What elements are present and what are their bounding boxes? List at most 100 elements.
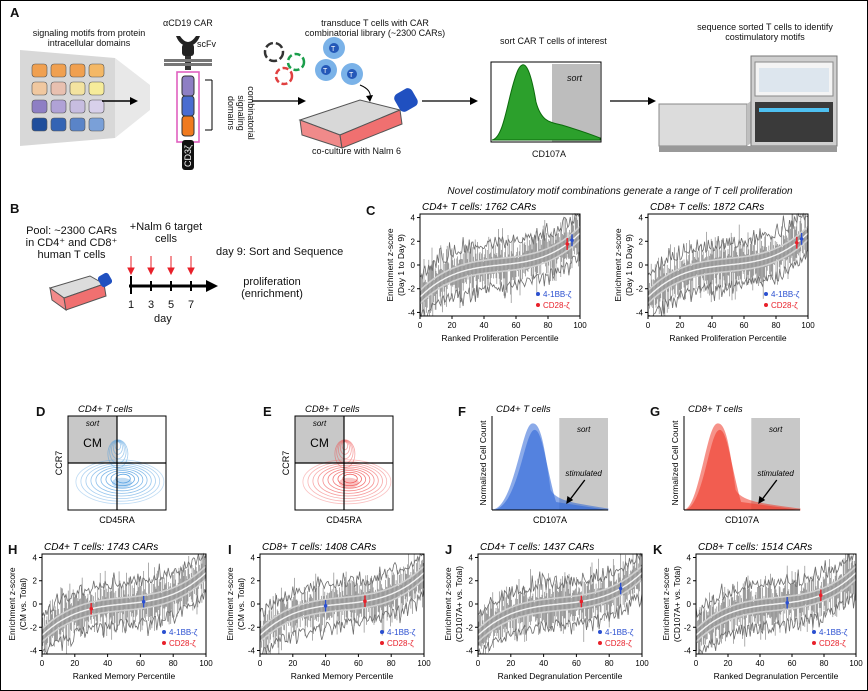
x-tick-label: 20 (70, 659, 79, 668)
marker-41bb (570, 234, 574, 247)
combinatorial-label-wrap: combinatorial signaling domains (216, 78, 256, 140)
y-axis-label: Enrichment z-score(CM vs. Total) (7, 567, 28, 640)
lower-bound-line (419, 251, 581, 318)
plot-k: CD8+ T cells: 1514 CARs 4 2 0 -2 -4 0 20 40 60 80 1… (654, 538, 868, 690)
sort-gate (295, 416, 344, 463)
y-tick-label: 2 (687, 577, 692, 586)
sort-histogram (490, 61, 602, 143)
ci-low-line (647, 238, 809, 305)
coculture-label: co-culture with Nalm 6 (312, 146, 402, 156)
x-tick-label: 100 (417, 659, 431, 668)
x-tick-label: 80 (605, 659, 614, 668)
proliferation-label: proliferation (enrichment) (241, 276, 303, 300)
y-tick-label: -4 (30, 647, 38, 656)
x-tick-label: 60 (572, 659, 581, 668)
flow-title: CD4+ T cells (78, 404, 133, 415)
panel-label-c: C (366, 203, 376, 218)
motif-block (31, 63, 48, 78)
marker-41bb (785, 596, 789, 609)
mean-line (477, 572, 643, 636)
motif-block (88, 63, 105, 78)
x-tick-label: 0 (40, 659, 45, 668)
x-tick-label: 80 (387, 659, 396, 668)
day-tick-1: 1 (128, 299, 135, 311)
motif-grid (31, 63, 105, 132)
lower-bound-line (41, 589, 207, 656)
panel-g-hist: CD8+ T cells sort stimulated CD107A Normaliz… (644, 400, 844, 530)
marker-cd28 (795, 236, 799, 249)
hist-title: CD4+ T cells (496, 404, 551, 415)
sort-gate (559, 418, 608, 510)
sort-label: sort (86, 419, 100, 428)
arrow-to-transduce (252, 97, 306, 105)
upper-bound-line (419, 212, 581, 280)
panel-label-h: H (8, 542, 18, 557)
plot-title: CD8+ T cells: 1408 CARs (262, 542, 376, 553)
lower-bound-line (696, 592, 857, 655)
y-tick-label: 4 (251, 553, 256, 562)
plot-title: CD4+ T cells: 1762 CARs (422, 202, 536, 213)
combinatorial-label: combinatorial signaling domains (226, 86, 256, 140)
cm-label: CM (310, 436, 329, 450)
panel-label-j: J (445, 542, 453, 557)
motif-block (50, 117, 67, 132)
sort-box-label: sort (567, 73, 583, 83)
day-tick-3: 3 (148, 299, 155, 311)
legend-cd28: CD28-ζ (387, 639, 414, 648)
sort-header: sort CAR T cells of interest (500, 36, 607, 46)
x-tick-label: 60 (512, 321, 521, 330)
arrow-to-car (102, 97, 138, 105)
sort-label: sort (769, 425, 783, 434)
motif-block (31, 117, 48, 132)
marker-cd28 (819, 589, 823, 602)
panel-e-flow: CD8+ T cells sort CM CD45RA CCR7 (257, 400, 457, 530)
x-tick-label: 0 (646, 321, 651, 330)
x-axis-label: CD107A (725, 515, 759, 525)
x-axis-label: Ranked Degranulation Percentile (714, 671, 839, 681)
day9-label: day 9: Sort and Sequence (216, 246, 344, 258)
density-contours (302, 439, 392, 505)
svg-text:T: T (323, 68, 328, 75)
flow-title: CD8+ T cells (305, 404, 360, 415)
cd3z-label: CD3ζ (183, 145, 193, 167)
x-tick-label: 100 (635, 659, 649, 668)
motif-source-graphic (20, 50, 150, 146)
marker-cd28 (579, 595, 584, 608)
plot-c-cd8: CD8+ T cells: 1872 CARs 4 2 0 -2 -4 0 20 40 60 80 1… (612, 200, 852, 352)
x-tick-label: 20 (676, 321, 685, 330)
legend: 4-1BB-ζ CD28-ζ (536, 290, 572, 310)
scfv-label: scFv (197, 39, 216, 49)
panel-label-i: I (228, 542, 232, 557)
legend-41bb: 4-1BB-ζ (605, 628, 634, 637)
y-tick-label: 2 (411, 237, 416, 246)
legend-cd28: CD28-ζ (819, 639, 846, 648)
day-tick-7: 7 (188, 299, 195, 311)
y-axis-label: Normalized Cell Count (478, 420, 488, 506)
legend-41bb: 4-1BB-ζ (169, 628, 198, 637)
y-tick-label: 4 (469, 553, 474, 562)
mean-line (647, 232, 809, 298)
y-tick-label: -4 (408, 308, 416, 317)
upper-bound-line (695, 553, 857, 619)
stimulated-label: stimulated (757, 469, 794, 478)
plot-title: CD4+ T cells: 1437 CARs (480, 542, 594, 553)
sort-label: sort (577, 425, 591, 434)
x-tick-label: 100 (849, 659, 863, 668)
y-tick-label: -2 (466, 623, 474, 632)
plot-title: CD4+ T cells: 1743 CARs (44, 542, 158, 553)
pool-flask (48, 272, 113, 312)
sort-gate (68, 416, 117, 463)
y-tick-label: 0 (33, 600, 38, 609)
y-tick-label: 2 (469, 577, 474, 586)
transduce-label: transduce T cells with CAR combinatorial… (304, 18, 446, 38)
upper-bound-line (647, 212, 809, 276)
x-tick-label: 0 (258, 659, 263, 668)
y-tick-label: 0 (411, 261, 416, 270)
x-tick-label: 20 (506, 659, 515, 668)
x-tick-label: 20 (448, 321, 457, 330)
ci-high-line (647, 225, 809, 292)
x-tick-label: 60 (788, 659, 797, 668)
plot-h: CD4+ T cells: 1743 CARs 4 2 0 -2 -4 0 20 40 60 80 1… (0, 538, 218, 690)
